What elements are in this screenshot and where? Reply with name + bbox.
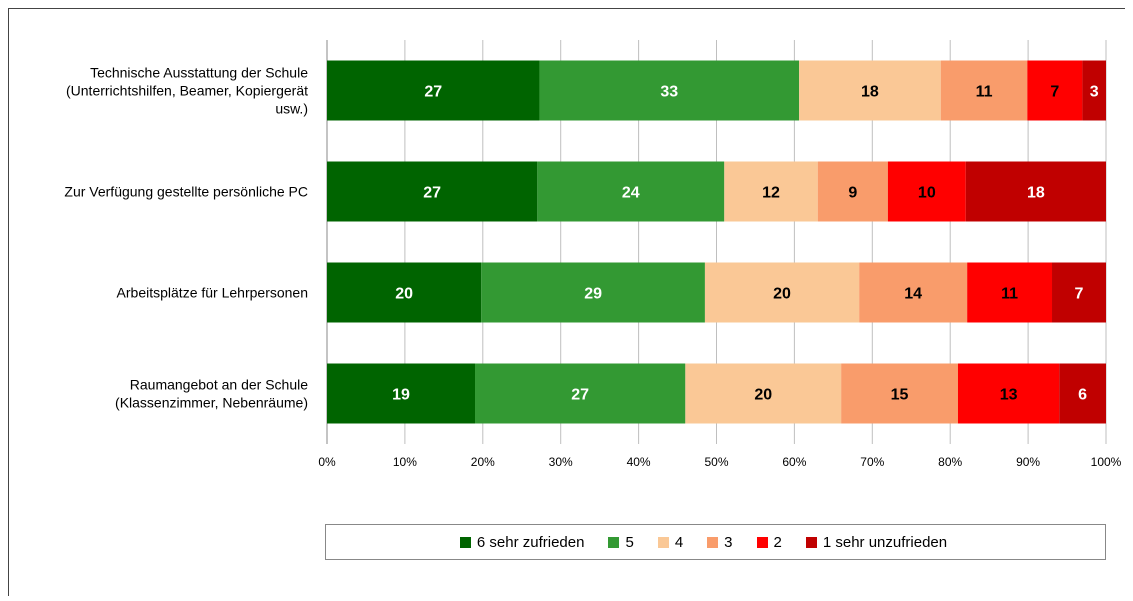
category-label: Zur Verfügung gestellte persönliche PC bbox=[64, 184, 308, 200]
data-label: 27 bbox=[571, 387, 589, 404]
legend-item: 6 sehr zufrieden bbox=[460, 534, 585, 551]
legend-item: 4 bbox=[658, 534, 683, 551]
data-label: 27 bbox=[423, 185, 441, 202]
data-label: 24 bbox=[622, 185, 640, 202]
x-tick-label: 100% bbox=[1091, 455, 1122, 469]
x-tick-label: 50% bbox=[704, 455, 728, 469]
category-labels: Technische Ausstattung der Schule (Unterr… bbox=[64, 65, 308, 411]
x-tick-label: 70% bbox=[860, 455, 884, 469]
data-label: 12 bbox=[762, 185, 780, 202]
data-label: 13 bbox=[1000, 387, 1018, 404]
data-label: 9 bbox=[848, 185, 857, 202]
data-label: 20 bbox=[773, 286, 791, 303]
x-axis-tick-labels: 0% 10% 20% 30% 40% 50% 60% 70% 80% 90% 100% bbox=[318, 455, 1121, 469]
legend-swatch bbox=[460, 537, 471, 548]
legend-label: 6 sehr zufrieden bbox=[477, 534, 585, 551]
legend-item: 1 sehr unzufrieden bbox=[806, 534, 947, 551]
data-label: 11 bbox=[1001, 286, 1018, 303]
legend-item: 3 bbox=[707, 534, 732, 551]
data-label: 33 bbox=[660, 84, 678, 101]
legend-item: 5 bbox=[608, 534, 633, 551]
legend-label: 5 bbox=[625, 534, 633, 551]
data-label: 29 bbox=[584, 286, 602, 303]
legend-swatch bbox=[806, 537, 817, 548]
data-label: 6 bbox=[1078, 387, 1087, 404]
data-label: 18 bbox=[1027, 185, 1045, 202]
data-label: 20 bbox=[395, 286, 413, 303]
legend: 6 sehr zufrieden 5 4 3 2 1 sehr unzufrieden bbox=[325, 524, 1106, 560]
legend-label: 4 bbox=[675, 534, 683, 551]
x-tick-label: 20% bbox=[471, 455, 495, 469]
legend-swatch bbox=[608, 537, 619, 548]
category-label: Technische Ausstattung der Schule (Unterr… bbox=[66, 65, 308, 117]
x-tick-label: 40% bbox=[627, 455, 651, 469]
data-label: 27 bbox=[424, 84, 442, 101]
legend-swatch bbox=[707, 537, 718, 548]
data-label: 7 bbox=[1050, 84, 1059, 101]
legend-swatch bbox=[757, 537, 768, 548]
data-label: 20 bbox=[754, 387, 772, 404]
x-tick-label: 0% bbox=[318, 455, 336, 469]
legend-item: 2 bbox=[757, 534, 782, 551]
x-tick-label: 80% bbox=[938, 455, 962, 469]
legend-label: 2 bbox=[774, 534, 782, 551]
x-tick-label: 90% bbox=[1016, 455, 1040, 469]
x-tick-label: 10% bbox=[393, 455, 417, 469]
data-label: 14 bbox=[904, 286, 922, 303]
x-tick-label: 60% bbox=[782, 455, 806, 469]
category-label: Raumangebot an der Schule (Klassenzimmer,… bbox=[115, 377, 308, 411]
legend-label: 3 bbox=[724, 534, 732, 551]
data-label: 11 bbox=[976, 84, 993, 101]
data-label: 19 bbox=[392, 387, 410, 404]
data-label: 18 bbox=[861, 84, 879, 101]
data-label: 3 bbox=[1090, 84, 1099, 101]
legend-label: 1 sehr unzufrieden bbox=[823, 534, 947, 551]
data-label: 10 bbox=[918, 185, 936, 202]
data-label: 7 bbox=[1075, 286, 1084, 303]
x-tick-label: 30% bbox=[549, 455, 573, 469]
category-label: Arbeitsplätze für Lehrpersonen bbox=[117, 285, 308, 301]
data-label: 15 bbox=[891, 387, 909, 404]
legend-swatch bbox=[658, 537, 669, 548]
